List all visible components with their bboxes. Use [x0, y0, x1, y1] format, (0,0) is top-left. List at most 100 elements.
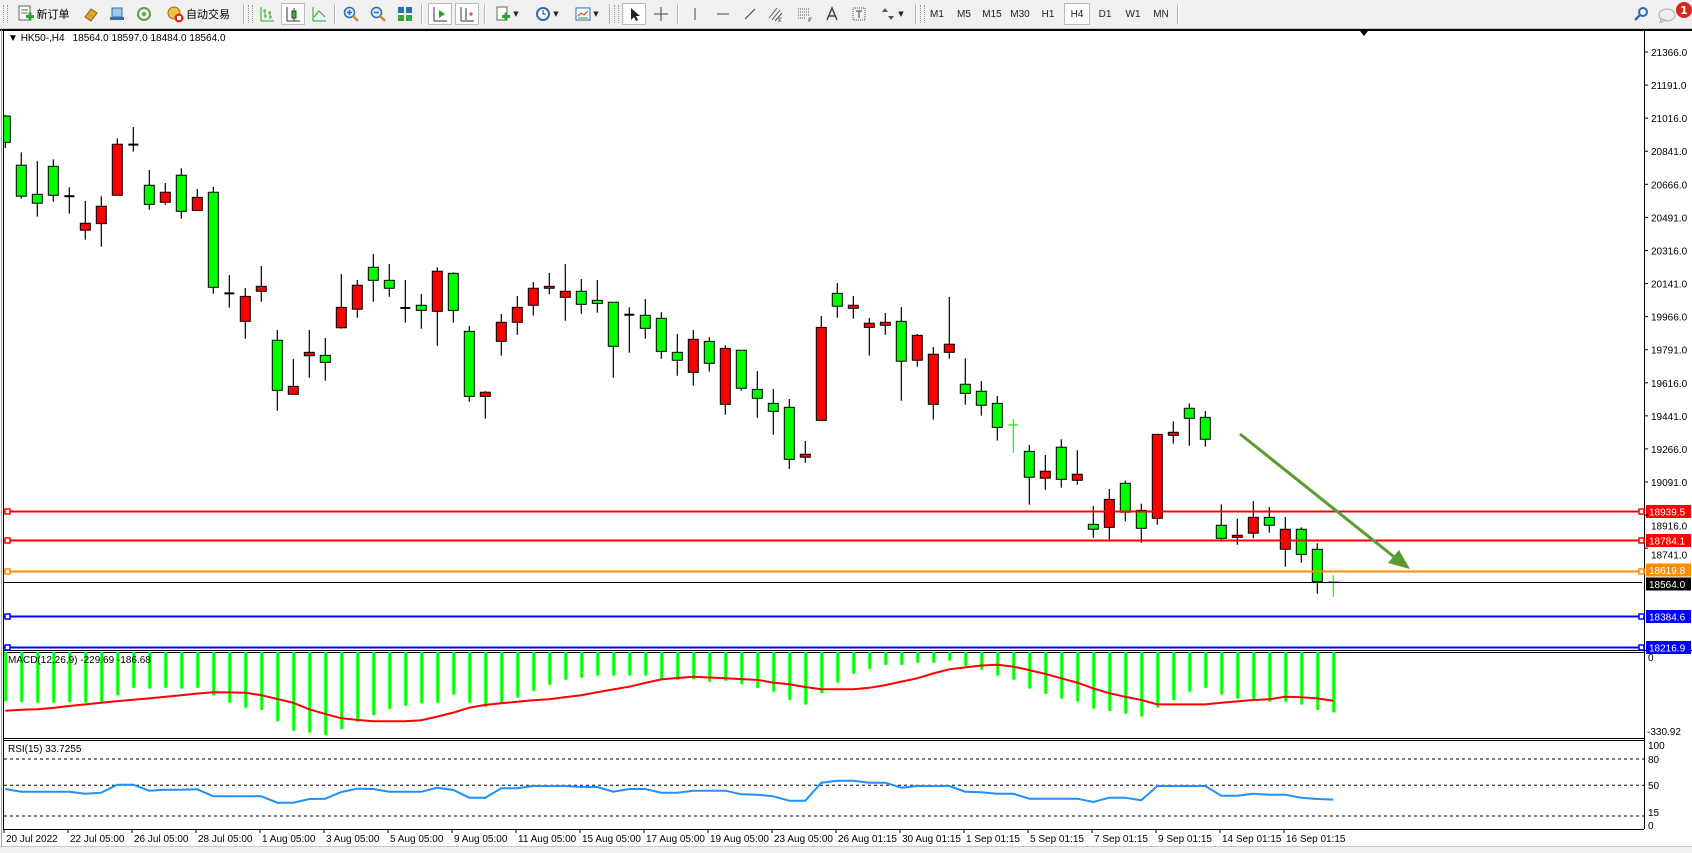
trendline-tool-button[interactable] [739, 3, 761, 25]
timeframe-m5[interactable]: M5 [957, 8, 971, 20]
zoom-out-button[interactable] [367, 3, 389, 25]
candlestick-chart-button[interactable] [281, 3, 305, 25]
price-tag [1646, 641, 1691, 654]
bid-price-line[interactable]: 18564.0 [4, 577, 1691, 592]
candle-body-bull [79, 222, 91, 231]
tile-windows-button[interactable] [394, 3, 416, 25]
toolbar-grip[interactable] [248, 5, 253, 23]
candle-body-bear [143, 184, 155, 205]
text-label-tool-button[interactable] [848, 3, 870, 25]
cursor-tool-button[interactable] [622, 3, 646, 25]
text-label-icon [852, 7, 866, 21]
price-tag-label: 18939.5 [1649, 508, 1686, 519]
level-anchor-icon[interactable] [4, 568, 11, 575]
macd-histogram-bar [804, 652, 808, 705]
signals-button[interactable] [133, 3, 155, 25]
equidistant-channel-tool-button[interactable] [764, 3, 786, 25]
macd-histogram-bar [612, 652, 616, 676]
horizontal-level-line[interactable]: 18216.9 [4, 641, 1691, 655]
dropdown-arrow-icon[interactable]: ▼ [898, 10, 904, 18]
candle [383, 264, 395, 297]
notification-badge[interactable]: 1 [1676, 2, 1692, 18]
level-anchor-icon[interactable] [1638, 537, 1645, 544]
level-anchor-icon[interactable] [1638, 613, 1645, 620]
trend-arrow[interactable] [1239, 432, 1410, 569]
horizontal-level-line[interactable]: 18939.5 [4, 505, 1691, 519]
level-anchor-icon[interactable] [4, 613, 11, 620]
horizontal-line-tool-button[interactable] [712, 3, 734, 25]
candle [1055, 439, 1067, 488]
candle-body-bear [271, 339, 283, 391]
timeframe-m30[interactable]: M30 [1010, 8, 1030, 20]
candle [1023, 444, 1035, 505]
auto-scroll-button[interactable] [428, 3, 452, 25]
time-tick-label: 17 Aug 05:00 [646, 834, 705, 845]
toolbar-grip[interactable] [3, 5, 8, 23]
trend-arrow-line[interactable] [1239, 432, 1399, 562]
candle-body-bear [1311, 548, 1323, 583]
candle-body-bear [671, 351, 683, 361]
time-tick-label: 7 Sep 01:15 [1094, 834, 1148, 845]
timeframe-d1[interactable]: D1 [1098, 8, 1112, 20]
text-tool-button[interactable] [821, 3, 843, 25]
macd-histogram-bar [324, 652, 328, 736]
templates-button[interactable]: ▼ [570, 3, 604, 25]
level-anchor-icon[interactable] [1638, 568, 1645, 575]
candle [927, 347, 939, 420]
timeframe-m15[interactable]: M15 [982, 8, 1002, 20]
timeframe-h4[interactable]: H4 [1064, 3, 1090, 25]
candle [543, 272, 555, 295]
navigator-button[interactable] [106, 3, 128, 25]
periodicity-button[interactable]: ▼ [530, 3, 564, 25]
horizontal-level-line[interactable]: 18619.8 [4, 563, 1691, 578]
horizontal-level-line[interactable]: 18384.6 [4, 610, 1691, 624]
candle [943, 296, 955, 359]
new-order-button[interactable]: 新订单 [12, 3, 74, 25]
dropdown-arrow-icon[interactable]: ▼ [593, 10, 599, 18]
toolbar-grip[interactable] [614, 5, 619, 23]
candle-body-bear [767, 402, 779, 412]
notifications-button[interactable] [1656, 3, 1680, 25]
level-anchor-icon[interactable] [1638, 508, 1645, 515]
line-chart-button[interactable] [308, 3, 330, 25]
dropdown-arrow-icon[interactable]: ▼ [553, 10, 559, 18]
crosshair-tool-button[interactable] [650, 3, 672, 25]
chart-shift-button[interactable] [455, 3, 479, 25]
search-button[interactable] [1630, 3, 1652, 25]
candle-body-bear [655, 317, 667, 352]
timeframe-mn[interactable]: MN [1153, 8, 1169, 20]
time-axis[interactable]: 20 Jul 2022 22 Jul 05:00 26 Jul 05:00 28 Ju… [3, 829, 1346, 845]
new-chart-button[interactable]: ▼ [490, 3, 524, 25]
chart-header: ▼ HK50-,H4 18564.0 18597.0 18484.0 18564.… [8, 33, 226, 44]
dropdown-arrow-icon[interactable]: ▼ [513, 10, 519, 18]
bar-chart-button[interactable] [256, 3, 278, 25]
vertical-line-tool-button[interactable] [684, 3, 706, 25]
toolbar-grip[interactable] [920, 5, 925, 23]
horizontal-level-line[interactable]: 18784.1 [4, 534, 1691, 548]
level-anchor-icon[interactable] [4, 644, 11, 651]
level-anchor-icon[interactable] [1638, 644, 1645, 651]
horizontal-levels[interactable]: 18939.5 18784.1 18619.8 18564.0 18384.6 18216… [4, 505, 1691, 655]
arrows-tool-button[interactable]: ▼ [875, 3, 909, 25]
candle [1008, 419, 1019, 453]
candle [175, 168, 187, 219]
timeframe-w1[interactable]: W1 [1125, 8, 1141, 20]
timeframe-m1[interactable]: M1 [930, 8, 944, 20]
level-anchor-icon[interactable] [4, 508, 11, 515]
fibonacci-tool-button[interactable] [794, 3, 816, 25]
candle-body-bull [479, 391, 491, 397]
candle-body-bear [831, 292, 843, 307]
macd-histogram-bar [20, 652, 24, 702]
timeframe-h1[interactable]: H1 [1041, 8, 1055, 20]
candle [1328, 575, 1339, 597]
chart-shift-marker-icon[interactable] [1360, 31, 1368, 36]
price-axis[interactable]: 21366.0 21191.0 21016.0 20841.0 20666.0 20491… [1644, 48, 1688, 562]
zoom-in-button[interactable] [340, 3, 362, 25]
market-watch-button[interactable] [80, 3, 102, 25]
macd-axis-label: 0 [1648, 653, 1654, 664]
toolbar-separator [484, 4, 486, 24]
autotrading-button[interactable]: 自动交易 [160, 3, 236, 25]
candle-body-bull [335, 306, 347, 329]
level-anchor-icon[interactable] [4, 537, 11, 544]
